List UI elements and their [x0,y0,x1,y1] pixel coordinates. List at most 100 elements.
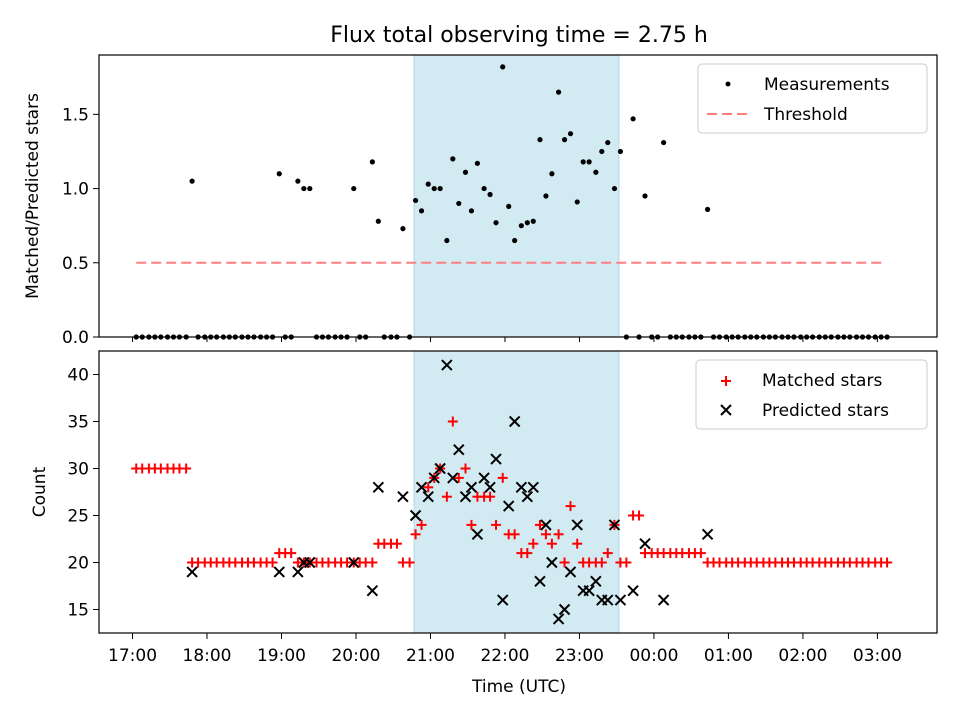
bottom-xtick-label: 22:00 [480,646,529,666]
measurement-point [369,159,375,165]
bottom-xtick-label: 18:00 [183,646,232,666]
predicted-star-point [471,528,484,541]
x-stroke-b [447,472,459,484]
matched-star-point [559,557,570,568]
measurement-point [474,160,481,166]
bottom-xtick-label: 21:00 [406,646,455,666]
matched-star-point [602,548,613,559]
x-stroke-b [515,481,528,494]
measurement-point [611,185,618,192]
measurement-point [530,218,536,224]
measurement-point [425,181,431,187]
x-stroke-b [397,490,409,503]
x-stroke-b [540,519,552,531]
measurement-point [307,185,313,192]
x-stroke-b [521,490,534,503]
matched-star-point [695,548,706,559]
top-ylabel: Matched/Predicted stars [23,93,43,299]
measurement-point [574,199,580,205]
x-stroke-b [453,443,465,456]
observing-window-shade [414,55,619,337]
x-stroke-b [502,500,515,512]
predicted-star-point [497,594,509,606]
predicted-star-point [552,613,565,625]
measurement-point [400,226,406,232]
x-stroke-b [186,566,198,578]
measurement-point [375,218,381,224]
predicted-star-point [428,472,440,484]
predicted-star-point [304,556,316,569]
matched-star-point [404,557,415,568]
predicted-star-point [292,566,304,578]
predicted-star-point [465,481,478,494]
x-stroke-b [348,556,360,569]
matched-star-point [546,538,557,549]
matched-star-point [267,557,278,568]
top-ytick-tick-label: 1.5 [62,105,89,125]
measurement-point [561,137,568,143]
predicted-star-point [602,594,614,606]
bottom-ytick-tick-label: 40 [67,366,89,386]
bottom-xtick-label: 19:00 [257,646,306,666]
predicted-star-point [434,462,446,475]
predicted-star-point [546,556,558,569]
matched-star-point [367,557,378,568]
bottom-ytick-tick-label: 15 [67,601,89,621]
x-stroke-b [497,594,509,606]
x-stroke-b [602,594,614,606]
predicted-star-point [186,566,198,578]
predicted-star-point [366,584,379,597]
predicted-star-point [409,509,422,522]
x-stroke-b [558,603,571,616]
bottom-xtick-label: 17:00 [108,646,157,666]
matched-star-point [441,491,452,502]
matched-star-point [491,519,502,530]
bottom-ytick-tick-label: 20 [67,554,89,574]
measurement-point [642,193,648,199]
predicted-star-point [534,575,546,588]
measurement-point [599,148,605,155]
matched-star-point [460,463,471,474]
x-stroke-b [434,462,446,475]
predicted-star-point [490,453,502,465]
matched-star-point [621,557,632,568]
predicted-star-point [527,481,539,494]
bottom-ytick-tick-label: 35 [67,413,89,433]
top-legend[interactable]: Measurements Threshold [697,63,928,134]
matched-star-point [466,519,477,530]
legend-predicted-marker [720,404,732,416]
measurement-point [506,203,512,209]
x-stroke-b [571,519,583,531]
chart-title: Flux total observing time = 2.75 h [330,23,708,48]
bottom-xlabel: Time (UTC) [471,677,566,697]
measurement-point [549,171,555,177]
predicted-star-point [571,519,583,531]
x-stroke-b [552,613,565,625]
predicted-star-point [583,584,595,597]
legend-measurements-label: Measurements [764,75,890,95]
matched-star-point [485,491,496,502]
bottom-xtick-label: 20:00 [331,646,380,666]
predicted-star-point [273,566,285,578]
bottom-xtick-label: 23:00 [555,646,604,666]
matched-star-point [181,463,192,474]
bottom-legend[interactable]: Matched stars Predicted stars [695,359,928,430]
x-stroke-b [415,481,428,494]
predicted-star-point [441,359,453,371]
measurement-point [276,171,282,177]
legend-threshold-label: Threshold [763,105,848,125]
predicted-star-point [453,443,465,456]
bottom-panel: 15 20 25 30 35 40 17:00 18:00 19:00 20:00 21:00 22… [30,350,938,697]
measurement-point [418,208,425,214]
predicted-star-point [590,575,602,588]
legend-matched-marker [721,376,731,386]
measurement-point [661,139,667,146]
measurement-point [555,89,562,95]
measurement-point [512,237,518,244]
bottom-xtick-label: 00:00 [629,646,678,666]
predicted-star-point [515,481,528,494]
predicted-star-point [397,490,409,503]
matched-star-point [553,529,564,540]
measurement-point [462,169,469,175]
